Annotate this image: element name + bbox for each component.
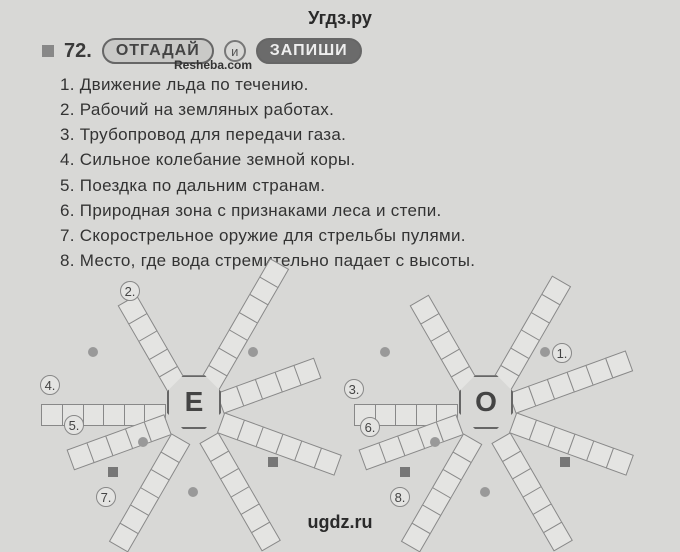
exercise-header: 72. ОТГАДАЙ и ЗАПИШИ bbox=[42, 38, 638, 64]
marker-icon bbox=[42, 45, 54, 57]
decoration bbox=[268, 457, 278, 467]
decoration bbox=[188, 487, 198, 497]
watermark-top: Угдз.ру bbox=[308, 8, 372, 29]
exercise-number: 72. bbox=[64, 40, 92, 63]
decoration bbox=[108, 467, 118, 477]
resheba-label: Resheba.com bbox=[174, 58, 252, 72]
decoration bbox=[138, 437, 148, 447]
decoration bbox=[88, 347, 98, 357]
arm-number-label: 5. bbox=[64, 415, 84, 435]
puzzle-row: Е 2.4.5.7. О 1.3.6.8. bbox=[42, 287, 638, 517]
page-content: 72. ОТГАДАЙ и ЗАПИШИ 1. Движение льда по… bbox=[0, 0, 680, 517]
center-letter: О bbox=[459, 375, 513, 429]
decoration bbox=[540, 347, 550, 357]
arm-number-label: 7. bbox=[96, 487, 116, 507]
clue-item: 4. Сильное колебание земной коры. bbox=[60, 147, 638, 172]
decoration bbox=[400, 467, 410, 477]
arm-number-label: 8. bbox=[390, 487, 410, 507]
clue-item: 5. Поездка по дальним странам. bbox=[60, 173, 638, 198]
clue-item: 2. Рабочий на земляных работах. bbox=[60, 97, 638, 122]
badge-write: ЗАПИШИ bbox=[256, 38, 362, 64]
crossword-cell bbox=[395, 404, 417, 426]
decoration bbox=[560, 457, 570, 467]
clue-item: 1. Движение льда по течению. bbox=[60, 72, 638, 97]
decoration bbox=[248, 347, 258, 357]
puzzle-right: О 1. 3. 6. 8. bbox=[340, 287, 632, 517]
clue-list: 1. Движение льда по течению. 2. Рабочий … bbox=[42, 72, 638, 273]
clue-item: 7. Скорострельное оружие для стрельбы пу… bbox=[60, 223, 638, 248]
arm-number-label: 6. bbox=[360, 417, 380, 437]
clue-item: 6. Природная зона с признаками леса и ст… bbox=[60, 198, 638, 223]
crossword-cell bbox=[103, 404, 125, 426]
arm-number-label: 3. bbox=[344, 379, 364, 399]
decoration bbox=[380, 347, 390, 357]
crossword-cell bbox=[83, 404, 105, 426]
decoration bbox=[480, 487, 490, 497]
crossword-cell bbox=[42, 404, 64, 426]
clue-item: 8. Место, где вода стремительно падает с… bbox=[60, 248, 638, 273]
center-letter: Е bbox=[167, 375, 221, 429]
arm-number-label: 1. bbox=[552, 343, 572, 363]
decoration bbox=[430, 437, 440, 447]
puzzle-left: Е 2.4.5.7. bbox=[48, 287, 340, 517]
arm-number-label: 4. bbox=[40, 375, 60, 395]
clue-item: 3. Трубопровод для передачи газа. bbox=[60, 122, 638, 147]
